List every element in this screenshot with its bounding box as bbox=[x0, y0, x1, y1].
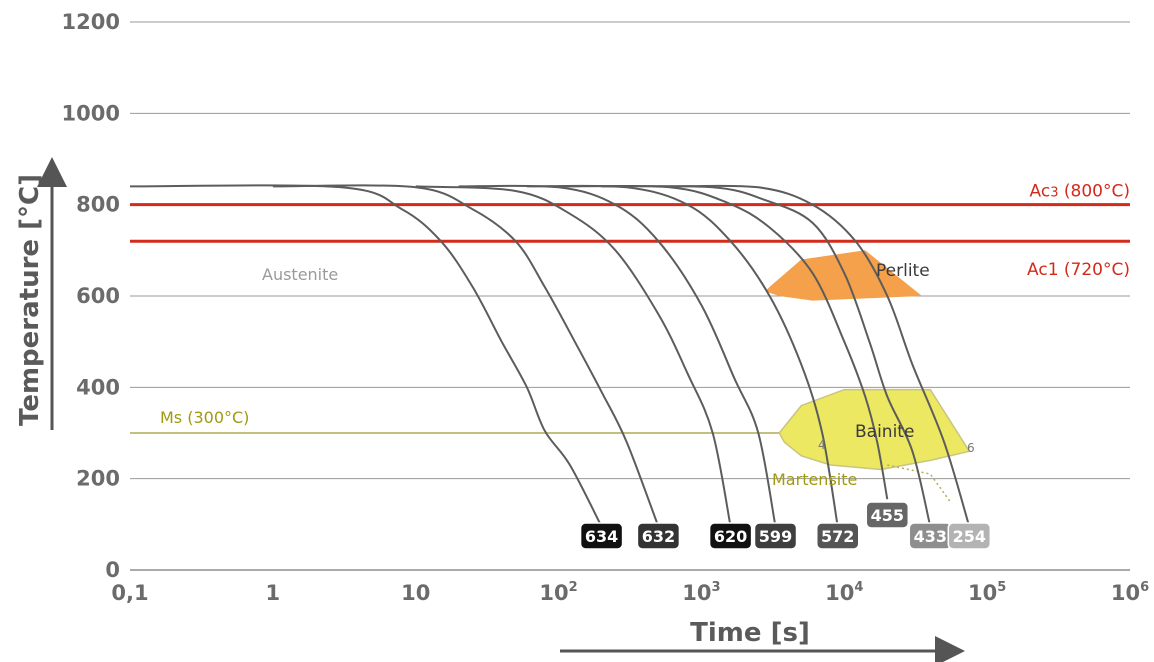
region-mark: 6 bbox=[967, 441, 975, 455]
badge-label-455: 455 bbox=[871, 506, 904, 525]
badge-label-620: 620 bbox=[714, 527, 747, 546]
cooling-curve-572 bbox=[526, 184, 839, 527]
series-badges: 634 632 620 599 572 455 433 254 bbox=[579, 501, 992, 550]
badge-label-634: 634 bbox=[585, 527, 618, 546]
badge-254 bbox=[947, 522, 992, 550]
x-tick-label: 102 bbox=[539, 580, 577, 605]
cooling-curves bbox=[129, 184, 971, 528]
y-tick-label: 1200 bbox=[62, 10, 120, 34]
badge-620 bbox=[708, 522, 753, 550]
ref-line-label: Ac3 (800°C) bbox=[1030, 182, 1130, 202]
cooling-curve-599 bbox=[458, 184, 777, 527]
martensite-boundary bbox=[887, 464, 951, 502]
y-tick-label: 600 bbox=[76, 284, 120, 308]
cooling-curve-620 bbox=[415, 185, 732, 527]
x-tick-label: 103 bbox=[682, 580, 720, 605]
region-label-perlite: Perlite bbox=[876, 261, 930, 281]
badge-label-572: 572 bbox=[821, 527, 854, 546]
y-axis-title: Temperature [°C] bbox=[15, 174, 45, 426]
x-axis-title: Time [s] bbox=[690, 618, 810, 648]
cooling-curve-254 bbox=[669, 184, 971, 527]
y-tick-label: 1000 bbox=[62, 101, 120, 125]
y-tick-label: 200 bbox=[76, 467, 120, 491]
phase-regions bbox=[765, 250, 971, 502]
badge-455 bbox=[865, 501, 910, 529]
badge-label-599: 599 bbox=[759, 527, 792, 546]
y-tick-label: 800 bbox=[76, 193, 120, 217]
y-tick-label: 400 bbox=[76, 375, 120, 399]
badge-label-433: 433 bbox=[914, 527, 947, 546]
region-label-bainite: Bainite bbox=[855, 422, 914, 442]
x-tick-label: 105 bbox=[968, 580, 1006, 605]
x-tick-label: 106 bbox=[1111, 580, 1149, 605]
axes: 0 200 400 600 800 1000 1200 0,1 1 10 102 103 104 105 1… bbox=[15, 10, 1149, 662]
x-tick-label: 10 bbox=[401, 581, 430, 605]
ref-line-label: Ac1 (720°C) bbox=[1027, 260, 1130, 280]
y-tick-label: 0 bbox=[105, 558, 120, 582]
region-mark: 4 bbox=[818, 438, 826, 452]
badge-572 bbox=[815, 522, 860, 550]
badge-label-254: 254 bbox=[953, 527, 986, 546]
cooling-curve-634 bbox=[129, 184, 603, 528]
x-tick-label: 104 bbox=[825, 580, 863, 605]
grid bbox=[130, 21, 1130, 571]
cooling-curve-433 bbox=[601, 185, 932, 527]
region-label-austenite: Austenite bbox=[262, 265, 338, 284]
reference-lines bbox=[130, 203, 1130, 434]
x-tick-label: 0,1 bbox=[111, 581, 148, 605]
x-tick-label: 1 bbox=[266, 581, 281, 605]
labels: Ac3 (800°C) Ac1 (720°C) Ms (300°C) Austenit… bbox=[160, 182, 1130, 489]
badge-634 bbox=[579, 522, 624, 550]
ms-label: Ms (300°C) bbox=[160, 408, 249, 427]
badge-label-632: 632 bbox=[642, 527, 675, 546]
badge-632 bbox=[636, 522, 681, 550]
badge-599 bbox=[753, 522, 798, 550]
region-label-martensite: Martensite bbox=[772, 470, 857, 489]
